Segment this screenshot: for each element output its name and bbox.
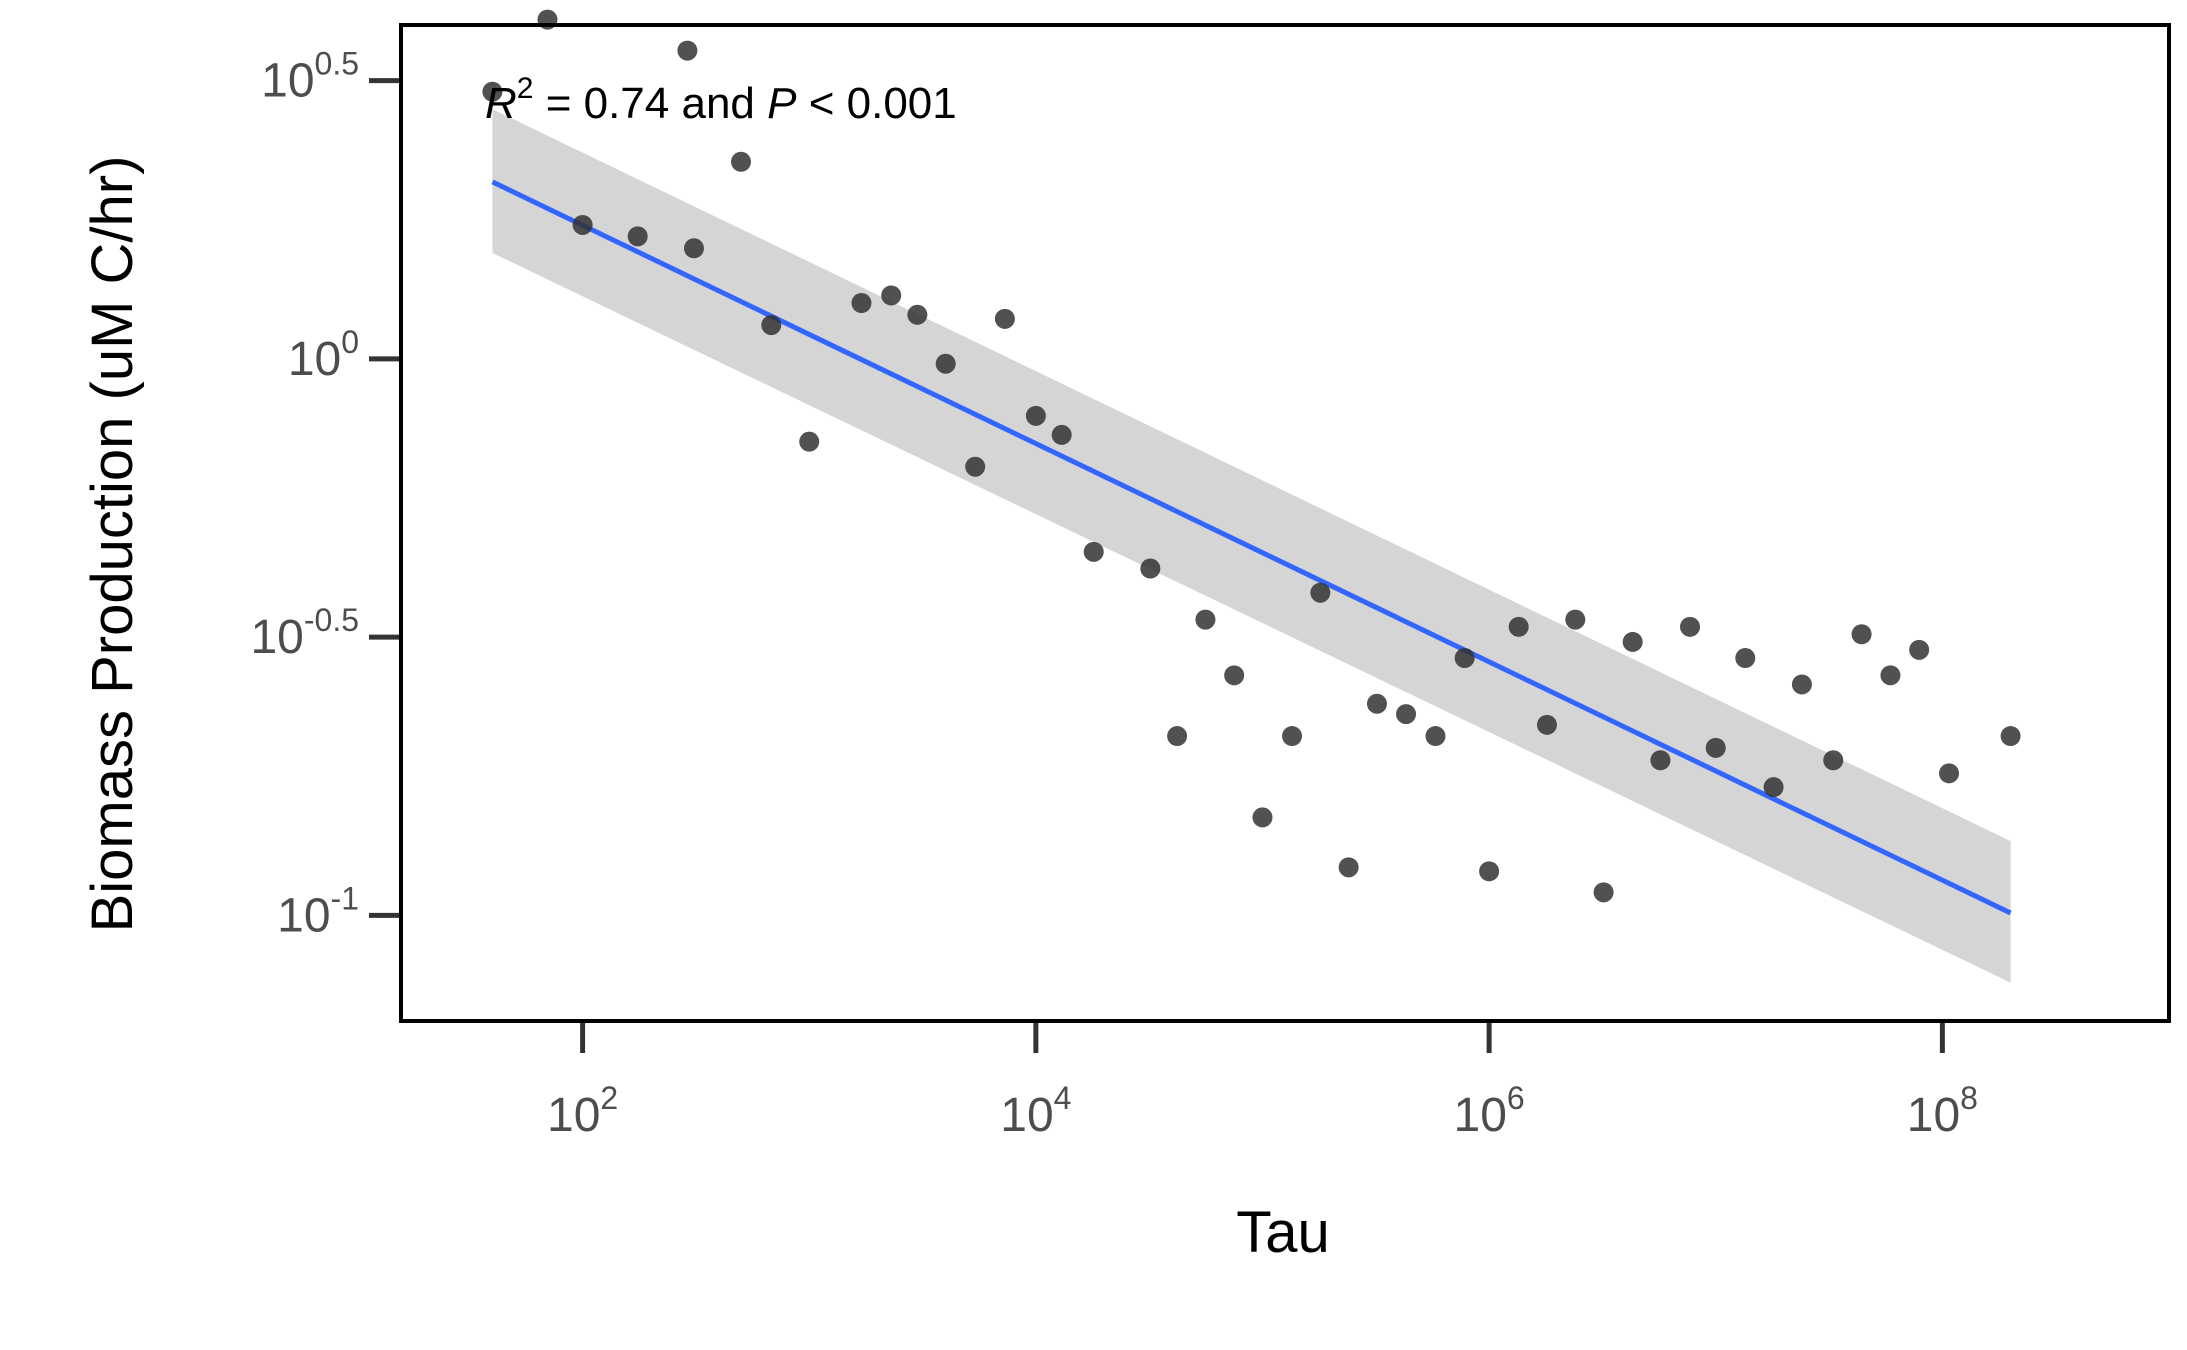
- data-point: [881, 285, 902, 306]
- y-axis-title: Biomass Production (uM C/hr): [80, 156, 145, 933]
- x-tick-label: 106: [1454, 1080, 1525, 1142]
- data-point: [1252, 807, 1273, 828]
- x-axis-title: Tau: [1236, 1200, 1330, 1265]
- data-point: [994, 308, 1015, 329]
- data-point: [1791, 674, 1812, 695]
- data-point: [1338, 857, 1359, 878]
- data-point: [1425, 726, 1446, 747]
- data-point: [1939, 763, 1960, 784]
- r-exponent: 2: [517, 72, 534, 105]
- data-point: [965, 456, 986, 477]
- data-point: [683, 238, 704, 259]
- data-point: [1593, 882, 1614, 903]
- data-point: [1083, 541, 1104, 562]
- data-point: [1536, 714, 1557, 735]
- data-point: [1851, 624, 1872, 645]
- data-point: [677, 40, 698, 61]
- data-point: [1140, 558, 1161, 579]
- data-point: [1650, 750, 1671, 771]
- data-point: [1167, 726, 1188, 747]
- data-point: [572, 214, 593, 235]
- data-point: [1224, 665, 1245, 686]
- regression-line: [491, 179, 2012, 916]
- data-point: [1880, 665, 1901, 686]
- data-point: [1565, 609, 1586, 630]
- fit-line-layer: [491, 179, 2012, 916]
- y-axis-ticks: 10-1 10-0.5 100 100.5: [250, 46, 399, 942]
- data-point: [731, 151, 752, 172]
- data-point: [851, 292, 872, 313]
- fit-statistics-annotation: R2 = 0.74 and P < 0.001: [485, 72, 957, 128]
- data-point: [1051, 424, 1072, 445]
- p-value: < 0.001: [796, 79, 956, 128]
- r-value: = 0.74 and: [533, 79, 767, 128]
- data-point: [1705, 737, 1726, 758]
- data-point: [1622, 631, 1643, 652]
- data-point: [1195, 609, 1216, 630]
- x-tick-label: 102: [547, 1080, 618, 1142]
- data-point: [761, 315, 782, 336]
- data-point: [907, 304, 928, 325]
- data-point: [482, 81, 503, 102]
- plot-panel-border: [399, 23, 2171, 1023]
- x-tick-label: 104: [1000, 1080, 1071, 1142]
- data-point: [1310, 582, 1331, 603]
- y-tick-label: 10-1: [277, 880, 359, 942]
- y-tick-label: 100.5: [261, 46, 359, 108]
- x-axis-ticks: 102 104 106 108: [547, 1023, 1978, 1142]
- p-symbol: P: [767, 79, 797, 128]
- data-point: [799, 431, 820, 452]
- y-tick-label: 100: [288, 324, 359, 386]
- data-point: [627, 226, 648, 247]
- data-point: [1763, 777, 1784, 798]
- data-points-layer: [482, 9, 2021, 903]
- data-point: [1909, 639, 1930, 660]
- data-point: [1454, 648, 1475, 669]
- r-symbol: R: [485, 79, 517, 128]
- data-point: [1735, 648, 1756, 669]
- data-point: [935, 353, 956, 374]
- data-point: [1366, 693, 1387, 714]
- data-point: [1508, 616, 1529, 637]
- data-point: [1680, 616, 1701, 637]
- data-point: [1282, 726, 1303, 747]
- data-point: [1025, 405, 1046, 426]
- data-point: [1396, 704, 1417, 725]
- data-point: [2000, 726, 2021, 747]
- y-tick-label: 10-0.5: [250, 602, 359, 664]
- data-point: [1479, 861, 1500, 882]
- data-point: [1823, 750, 1844, 771]
- x-tick-label: 108: [1907, 1080, 1978, 1142]
